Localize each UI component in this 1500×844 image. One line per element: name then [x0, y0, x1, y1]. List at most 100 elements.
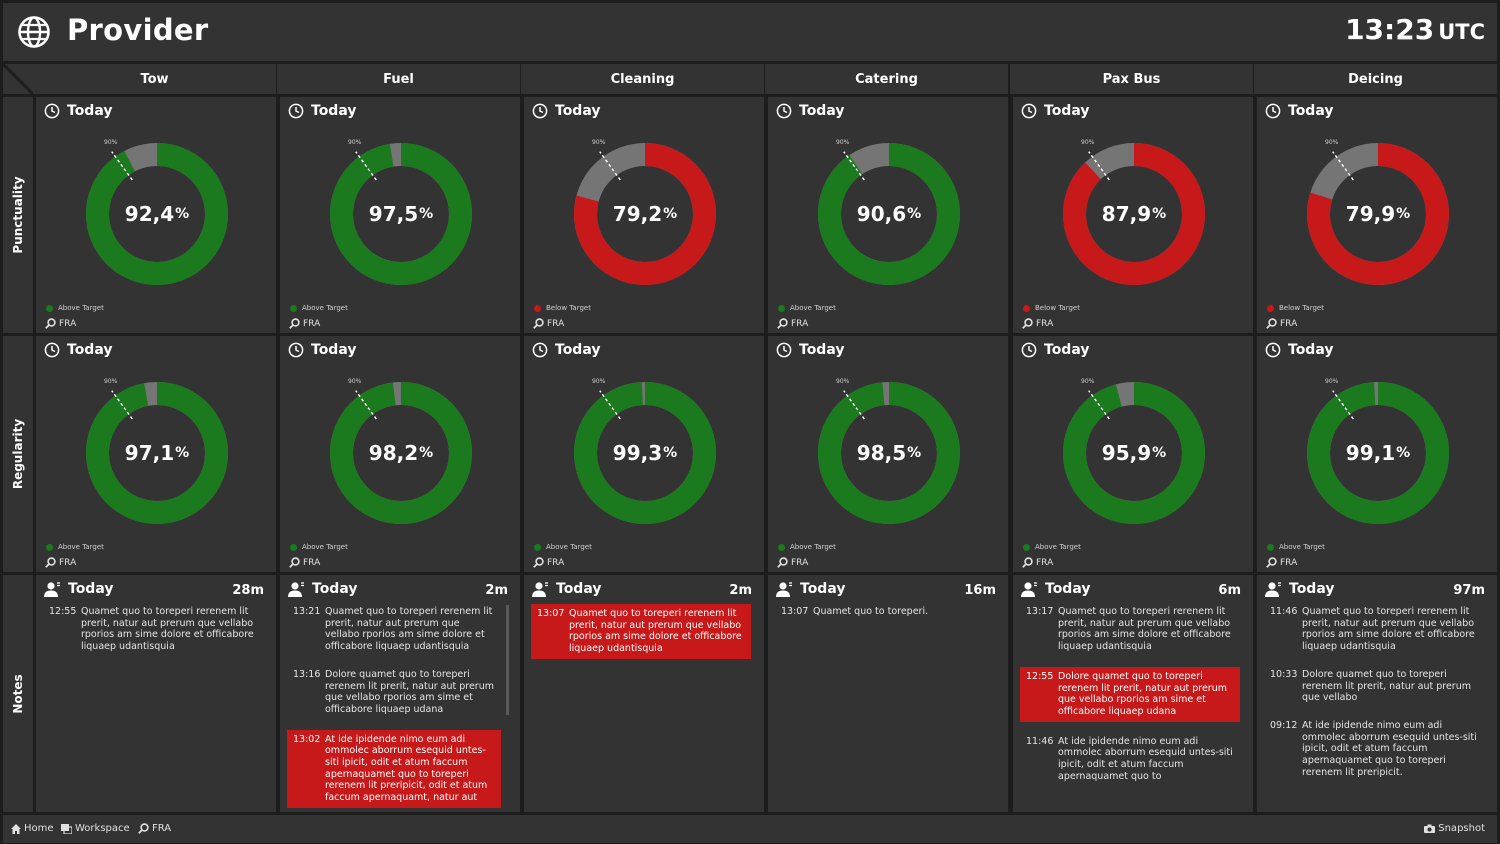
punctuality-cell-fuel[interactable]: Today 90% 97,5% Above Target FRA — [280, 97, 520, 333]
footer-location[interactable]: FRA — [138, 823, 171, 834]
clock-face — [44, 342, 60, 358]
location-filter[interactable]: FRA — [533, 318, 564, 329]
clock-face — [1021, 103, 1037, 119]
note-item-alert[interactable]: 12:55 Dolore quamet quo to toreperi reren… — [1020, 666, 1240, 722]
note-item[interactable]: 09:12 At ide ipidende nimo eum adi ommole… — [1264, 718, 1484, 781]
location-filter[interactable]: FRA — [45, 557, 76, 568]
notes-title: Today — [532, 581, 601, 597]
footer-home[interactable]: Home — [11, 823, 54, 834]
clock-icon — [776, 342, 792, 358]
location-filter[interactable]: FRA — [777, 318, 808, 329]
notes-age: 2m — [729, 583, 752, 598]
legend-label: Above Target — [1035, 543, 1081, 551]
location-label: FRA — [791, 557, 809, 568]
note-item[interactable]: 10:33 Dolore quamet quo to toreperi reren… — [1264, 667, 1484, 706]
location-filter[interactable]: FRA — [289, 318, 320, 329]
snapshot-button[interactable]: Snapshot — [1424, 823, 1485, 834]
location-filter[interactable]: FRA — [533, 557, 564, 568]
donut-chart — [818, 143, 960, 285]
clock-hands — [1028, 107, 1033, 114]
notes-list[interactable]: 13:07 Quamet quo to toreperi. — [775, 604, 995, 632]
notes-list[interactable]: 12:55 Quamet quo to toreperi rerenem lit … — [43, 604, 263, 667]
note-item[interactable]: 13:07 Quamet quo to toreperi. — [775, 604, 995, 620]
search-handle — [1022, 324, 1027, 329]
punctuality-cell-cleaning[interactable]: Today 90% 79,2% Below Target FRA — [524, 97, 764, 333]
kpi-value-unit: % — [419, 206, 434, 222]
punctuality-cell-catering[interactable]: Today 90% 90,6% Above Target FRA — [768, 97, 1008, 333]
legend-dot — [534, 543, 541, 551]
cell-title-label: Today — [311, 342, 357, 358]
clock-icon — [1021, 342, 1037, 358]
clock-face — [288, 103, 304, 119]
regularity-cell-fuel[interactable]: Today 90% 98,2% Above Target FRA — [280, 336, 520, 572]
search-handle — [533, 563, 538, 568]
target-legend: Above Target — [290, 543, 348, 551]
punctuality-cell-tow[interactable]: Today 90% 92,4% Above Target FRA — [36, 97, 276, 333]
note-text: At ide ipidende nimo eum adi ommolec abo… — [1302, 719, 1477, 778]
notes-scrollbar[interactable] — [506, 605, 509, 715]
kpi-value-unit: % — [1152, 206, 1167, 222]
cell-title-label: Today — [1044, 342, 1090, 358]
punctuality-cell-pax-bus[interactable]: Today 90% 87,9% Below Target FRA — [1013, 97, 1253, 333]
note-text: Quamet quo to toreperi rerenem lit preri… — [325, 606, 493, 653]
clock-face — [776, 103, 792, 119]
target-legend: Above Target — [778, 543, 836, 551]
regularity-cell-tow[interactable]: Today 90% 97,1% Above Target FRA — [36, 336, 276, 572]
notes-title-label: Today — [1045, 581, 1091, 597]
search-lens — [1024, 557, 1033, 566]
notes-list[interactable]: 13:07 Quamet quo to toreperi rerenem lit … — [531, 604, 751, 671]
donut-value-arc — [86, 382, 228, 524]
search-handle — [533, 324, 538, 329]
note-time: 13:16 — [293, 668, 321, 680]
clock-icon — [776, 103, 792, 119]
regularity-cell-catering[interactable]: Today 90% 98,5% Above Target FRA — [768, 336, 1008, 572]
note-time: 11:46 — [1270, 606, 1298, 617]
location-filter[interactable]: FRA — [1022, 557, 1053, 568]
kpi-value-number: 92,4 — [124, 202, 175, 226]
location-filter[interactable]: FRA — [1022, 318, 1053, 329]
location-filter[interactable]: FRA — [1266, 318, 1297, 329]
search-handle — [777, 324, 782, 329]
kpi-value-number: 97,1 — [124, 441, 175, 465]
cell-title-label: Today — [555, 342, 601, 358]
note-item[interactable]: 13:17 Quamet quo to toreperi rerenem lit … — [1020, 604, 1240, 655]
search-lens — [779, 557, 788, 566]
note-item-alert[interactable]: 13:02 At ide ipidende nimo eum adi ommole… — [287, 729, 501, 808]
notes-age: 28m — [232, 583, 264, 598]
regularity-cell-cleaning[interactable]: Today 90% 99,3% Above Target FRA — [524, 336, 764, 572]
user-body — [44, 590, 58, 597]
clock-icon — [532, 342, 548, 358]
search-lens — [1024, 318, 1033, 327]
footer-workspace[interactable]: Workspace — [61, 823, 130, 834]
regularity-cell-deicing[interactable]: Today 90% 99,1% Above Target FRA — [1257, 336, 1497, 572]
note-item-alert[interactable]: 13:07 Quamet quo to toreperi rerenem lit … — [531, 604, 751, 659]
target-legend: Above Target — [534, 543, 592, 551]
notes-list[interactable]: 13:21 Quamet quo to toreperi rerenem lit … — [287, 604, 501, 812]
column-header-cleaning: Cleaning — [521, 64, 764, 94]
user-icon — [1021, 582, 1037, 597]
search-handle — [45, 563, 50, 568]
search-icon — [138, 823, 149, 834]
target-legend: Above Target — [290, 304, 348, 312]
donut-chart — [1063, 143, 1205, 285]
legend-label: Above Target — [302, 543, 348, 551]
kpi-value: 92,4% — [84, 141, 230, 287]
notes-list[interactable]: 13:17 Quamet quo to toreperi rerenem lit … — [1020, 604, 1240, 796]
globe-icon — [18, 16, 50, 48]
kpi-value: 95,9% — [1061, 380, 1207, 526]
note-item[interactable]: 13:16 Dolore quamet quo to toreperi reren… — [287, 667, 501, 718]
location-filter[interactable]: FRA — [1266, 557, 1297, 568]
location-filter[interactable]: FRA — [45, 318, 76, 329]
cell-title: Today — [44, 342, 112, 358]
location-filter[interactable]: FRA — [777, 557, 808, 568]
note-item[interactable]: 12:55 Quamet quo to toreperi rerenem lit … — [43, 604, 263, 655]
cell-title: Today — [532, 342, 600, 358]
punctuality-cell-deicing[interactable]: Today 90% 79,9% Below Target FRA — [1257, 97, 1497, 333]
legend-label: Above Target — [790, 543, 836, 551]
note-item[interactable]: 11:46 Quamet quo to toreperi rerenem lit … — [1264, 604, 1484, 655]
location-filter[interactable]: FRA — [289, 557, 320, 568]
note-item[interactable]: 11:46 At ide ipidende nimo eum adi ommole… — [1020, 734, 1240, 785]
notes-list[interactable]: 11:46 Quamet quo to toreperi rerenem lit … — [1264, 604, 1484, 792]
regularity-cell-pax-bus[interactable]: Today 90% 95,9% Above Target FRA — [1013, 336, 1253, 572]
note-item[interactable]: 13:21 Quamet quo to toreperi rerenem lit … — [287, 604, 501, 655]
